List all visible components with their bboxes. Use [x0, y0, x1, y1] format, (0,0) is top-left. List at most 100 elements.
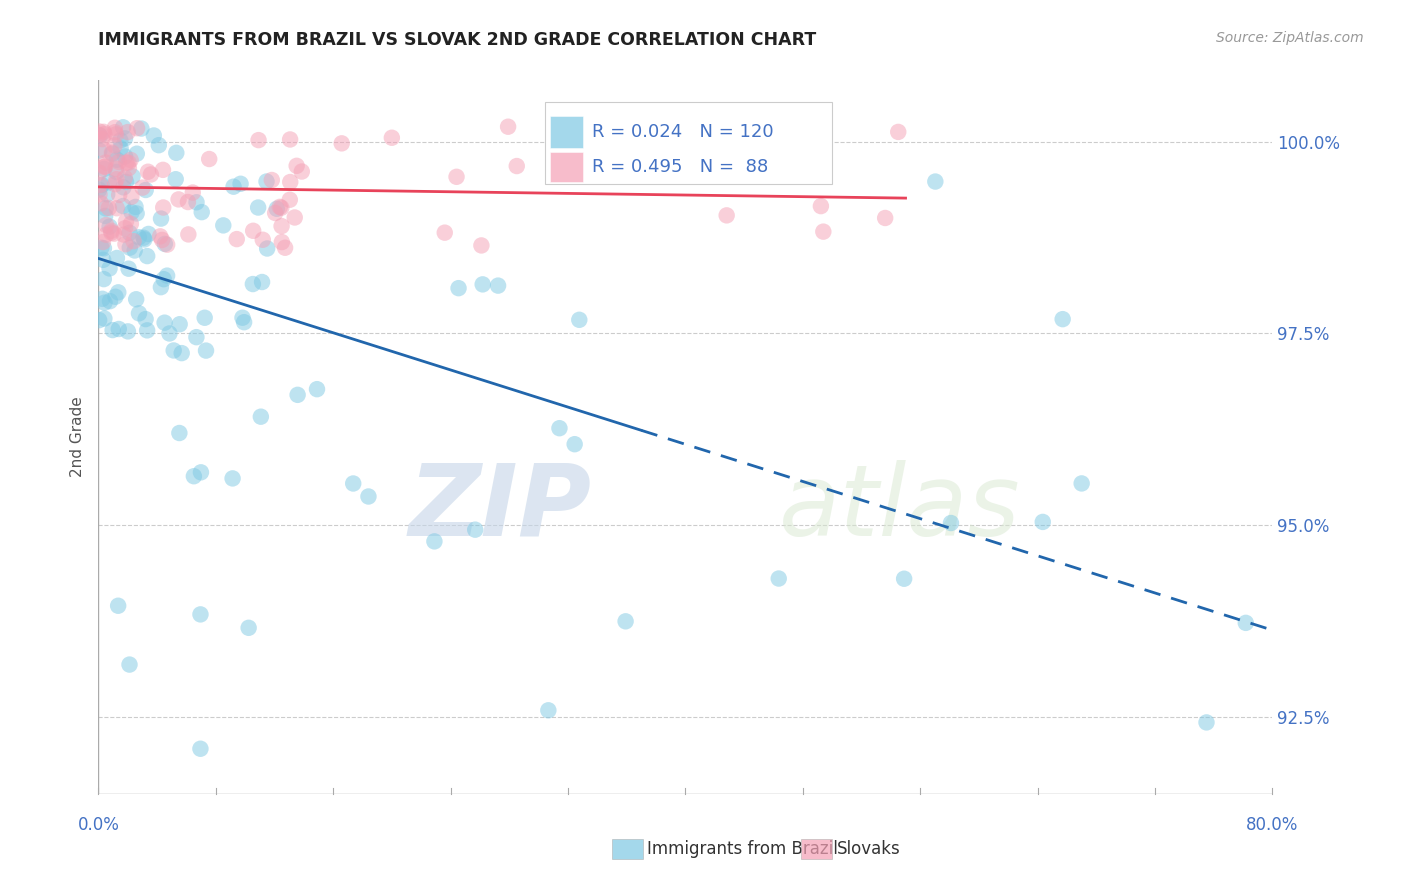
Point — [90, 196, 112, 211]
Point — [156, 268, 179, 283]
Point — [250, 275, 273, 289]
Point — [135, 183, 157, 197]
Point — [132, 231, 155, 245]
Point — [285, 159, 308, 173]
Point — [117, 125, 139, 139]
Point — [117, 155, 139, 169]
Point — [114, 131, 136, 145]
Point — [225, 232, 247, 246]
Text: R = 0.024   N = 120: R = 0.024 N = 120 — [592, 123, 773, 141]
Point — [104, 128, 127, 142]
Point — [177, 227, 200, 242]
Point — [114, 237, 136, 252]
Point — [91, 235, 114, 249]
Text: Source: ZipAtlas.com: Source: ZipAtlas.com — [1216, 31, 1364, 45]
Point — [1070, 476, 1092, 491]
Point — [110, 141, 132, 155]
Point — [105, 153, 128, 167]
Point — [110, 133, 132, 147]
Point — [165, 172, 187, 186]
Text: Slovaks: Slovaks — [837, 840, 900, 858]
Point — [270, 235, 292, 249]
Point — [212, 219, 235, 233]
Point — [135, 312, 157, 326]
Point — [96, 218, 118, 232]
Point — [103, 227, 125, 241]
Point — [183, 469, 205, 483]
Point — [291, 164, 314, 178]
Point — [238, 621, 260, 635]
Point — [124, 244, 146, 258]
Point — [97, 201, 120, 215]
Point — [506, 159, 529, 173]
Point — [96, 187, 118, 202]
Point — [112, 180, 135, 194]
Point — [89, 187, 111, 202]
Point — [149, 229, 172, 244]
Point — [152, 201, 174, 215]
Point — [114, 221, 136, 235]
Point — [90, 241, 112, 255]
Point — [120, 153, 142, 167]
Point — [614, 615, 637, 629]
Point — [150, 233, 173, 247]
Point — [716, 208, 738, 222]
Point — [107, 285, 129, 300]
Point — [117, 261, 139, 276]
Point — [165, 145, 187, 160]
Point — [112, 199, 135, 213]
Point — [107, 599, 129, 613]
Point — [148, 138, 170, 153]
Point — [152, 272, 174, 286]
Point — [142, 128, 165, 143]
Point — [104, 125, 127, 139]
Point — [447, 281, 470, 295]
Point — [104, 161, 127, 176]
Point — [128, 306, 150, 320]
Point — [153, 316, 176, 330]
Point — [94, 202, 117, 216]
Point — [270, 219, 292, 233]
Point — [423, 534, 446, 549]
Point — [98, 219, 121, 234]
Point — [93, 160, 115, 174]
Point — [486, 278, 509, 293]
Point — [136, 323, 159, 337]
Point — [186, 330, 208, 344]
Point — [101, 146, 124, 161]
Point — [887, 125, 910, 139]
Point — [118, 226, 141, 240]
Point — [496, 120, 519, 134]
Point — [118, 657, 141, 672]
Point — [256, 242, 278, 256]
Point — [260, 173, 283, 187]
Point — [190, 741, 212, 756]
Point — [278, 132, 301, 146]
Point — [1052, 312, 1074, 326]
Point — [813, 225, 835, 239]
Point — [564, 437, 586, 451]
Point — [128, 230, 150, 244]
Point — [537, 703, 560, 717]
Point — [89, 128, 111, 143]
Text: 80.0%: 80.0% — [1246, 816, 1299, 834]
Point — [122, 234, 145, 248]
Text: Immigrants from Brazil: Immigrants from Brazil — [647, 840, 838, 858]
Point — [98, 294, 121, 309]
Point — [131, 180, 153, 194]
Point — [446, 169, 468, 184]
Point — [150, 211, 173, 226]
Point — [107, 322, 129, 336]
Point — [342, 476, 364, 491]
Point — [91, 252, 114, 267]
Point — [159, 326, 181, 341]
Point — [1032, 515, 1054, 529]
Point — [89, 165, 111, 179]
Point — [136, 165, 159, 179]
Point — [233, 315, 256, 329]
Point — [195, 343, 218, 358]
Point — [115, 155, 138, 169]
Text: ZIP: ZIP — [409, 460, 592, 557]
Point — [104, 177, 127, 191]
Point — [287, 388, 309, 402]
